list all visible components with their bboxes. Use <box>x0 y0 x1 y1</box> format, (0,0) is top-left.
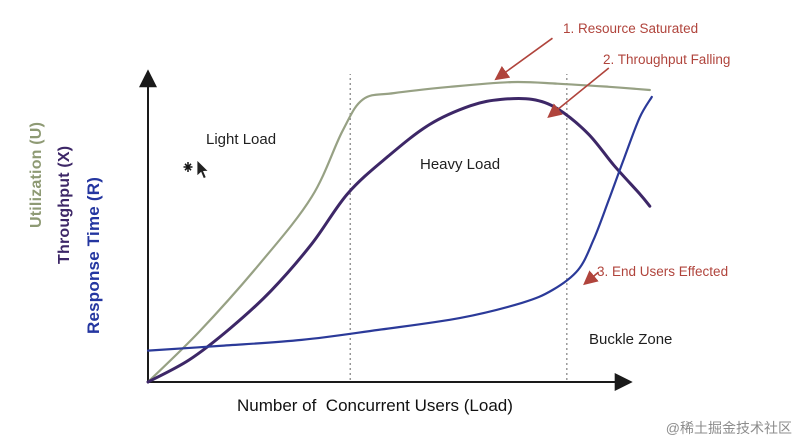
annotation-arrow-3 <box>583 270 600 286</box>
annotation-throughput-falling: 2. Throughput Falling <box>603 52 731 67</box>
annotation-resource-saturated: 1. Resource Saturated <box>563 21 699 36</box>
throughput-curve <box>146 96 652 384</box>
x-axis-label: Number of Concurrent Users (Load) <box>237 396 513 415</box>
response-time-curve <box>146 95 653 352</box>
zone-label-heavy-load: Heavy Load <box>420 156 501 173</box>
y-axis-label-response-time: Response Time (R) <box>84 176 103 334</box>
zone-label-light-load: Light Load <box>206 131 277 148</box>
watermark: @稀土掘金技术社区 <box>665 420 792 436</box>
cursor-icon <box>183 159 210 180</box>
y-axis-label-utilization: Utilization (U) <box>28 121 45 228</box>
annotation-end-users-effected: 3. End Users Effected <box>597 264 729 279</box>
utilization-curve <box>146 80 651 384</box>
annotation-arrow-2 <box>547 67 610 119</box>
y-axis-label-throughput: Throughput (X) <box>56 145 73 264</box>
zone-label-buckle-zone: Buckle Zone <box>589 331 673 348</box>
annotation-arrow-1 <box>494 37 553 81</box>
